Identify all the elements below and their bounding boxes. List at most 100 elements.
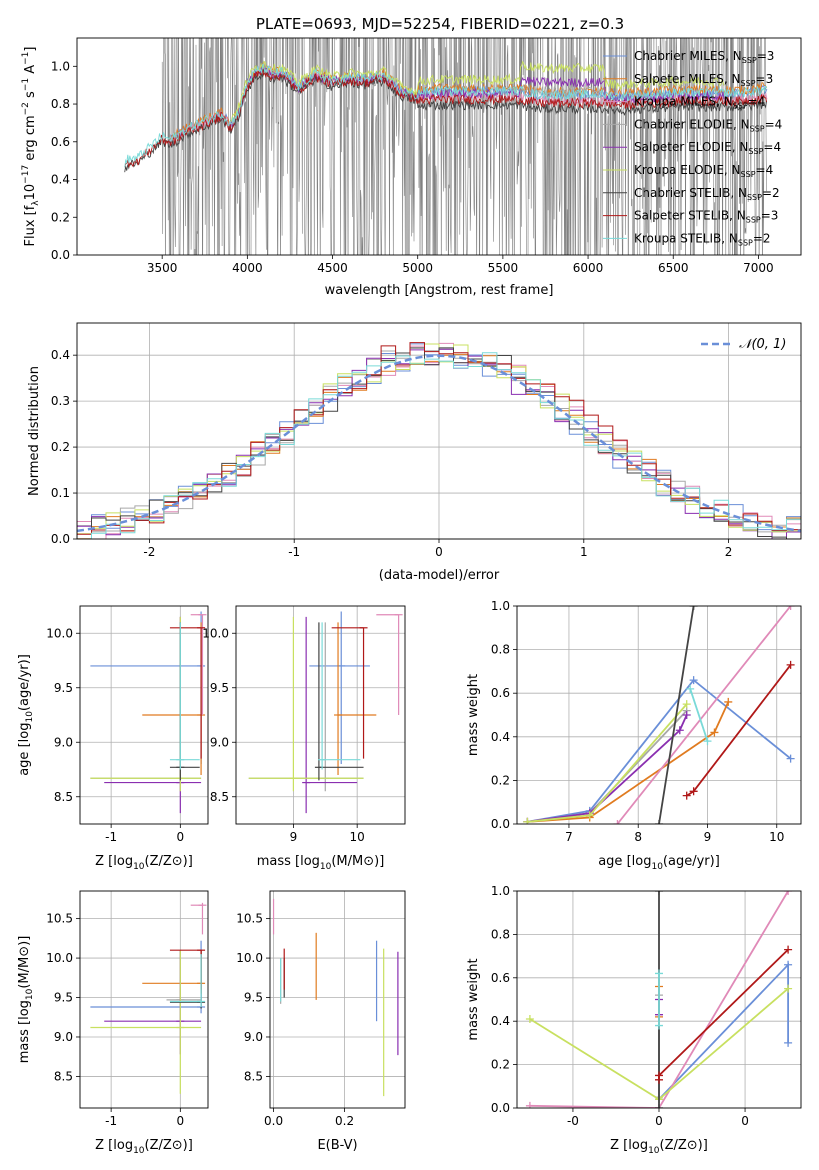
x-tick-label: 0.0 <box>264 1114 283 1128</box>
weight-line-chabrier_stelib <box>658 606 695 824</box>
figure-title: PLATE=0693, MJD=52254, FIBERID=0221, z=0… <box>256 15 624 33</box>
legend-label-salpeter_stelib: Salpeter STELIB, NSSP=3 <box>634 209 778 225</box>
y-axis-label: age [log10(age/yr)] <box>17 654 35 776</box>
y-tick-label: 8.5 <box>54 1069 73 1083</box>
point-kroupa_stelib <box>169 622 200 770</box>
x-tick-label: 10 <box>769 830 784 844</box>
mass_vs_z-plot-area <box>90 902 207 1094</box>
x-tick-label: -1 <box>288 545 300 559</box>
point-kroupa_elodie <box>90 950 202 1094</box>
y-tick-label: 8.5 <box>54 790 73 804</box>
weight-marker-kroupa_miles <box>784 891 793 895</box>
axes-frame <box>516 890 802 1109</box>
point-chabrier_elodie <box>90 622 202 792</box>
weight-marker-chabrier_miles <box>689 676 698 685</box>
axes-frame <box>516 605 802 825</box>
age_vs_z-plot-area <box>90 611 207 814</box>
weight-line-salpeter_miles <box>527 701 730 823</box>
weight-marker-kroupa_elodie <box>682 700 691 709</box>
y-tick-label: 0.8 <box>491 643 510 657</box>
legend-label-chabrier_elodie: Chabrier ELODIE, NSSP=4 <box>634 117 782 133</box>
y-tick-label: 9.5 <box>54 991 73 1005</box>
histogram-kroupa_stelib <box>77 352 801 539</box>
y-tick-label: 1.0 <box>491 599 510 613</box>
y-tick-label: 0.6 <box>491 686 510 700</box>
y-tick-label: 10.5 <box>236 912 263 926</box>
legend-label-kroupa_stelib: Kroupa STELIB, NSSP=2 <box>634 231 771 247</box>
normal-distribution-curve <box>77 354 801 533</box>
x-tick-label: 10 <box>350 830 365 844</box>
y-tick-label: 9.0 <box>210 735 229 749</box>
y-tick-label: 0.8 <box>51 97 70 111</box>
weight-marker-kroupa_elodie <box>523 817 532 824</box>
point-salpeter_miles <box>142 622 206 775</box>
x-axis-label: Z [log10(Z/Z⊙)] <box>95 1138 193 1156</box>
model-spectrum-salpeter_stelib <box>124 69 768 169</box>
y-tick-label: 8.5 <box>210 790 229 804</box>
weight-marker-chabrier_miles <box>784 960 793 969</box>
mass_vs_z-axes: -1 0 8.5 9.0 9.5 10.0 10.5 <box>46 891 208 1128</box>
x-tick-label: 6000 <box>573 261 604 275</box>
weight-marker-salpeter_stelib <box>682 791 691 800</box>
point-salpeter_miles <box>334 622 377 775</box>
weight-marker-kroupa_elodie <box>585 811 594 820</box>
x-tick-label: -1 <box>105 1114 117 1128</box>
weight-line-chabrier_miles <box>658 962 789 1100</box>
y-axis-label: mass weight <box>466 958 481 1040</box>
y-tick-label: 9.5 <box>54 681 73 695</box>
x-tick-label: 9 <box>290 830 298 844</box>
y-tick-label: 0.0 <box>491 817 510 831</box>
x-tick-label: -2 <box>143 545 155 559</box>
legend-label-salpeter_elodie: Salpeter ELODIE, NSSP=4 <box>634 140 781 156</box>
y-axis-label: mass weight <box>466 674 481 756</box>
y-tick-label: 9.5 <box>210 681 229 695</box>
weight-line-salpeter_stelib <box>658 948 789 1080</box>
axes-frame <box>79 890 209 1109</box>
massweight_vs_z-plot-area <box>525 891 793 1108</box>
weight-line-kroupa_miles <box>529 891 789 1108</box>
x-tick-label: 7000 <box>743 261 774 275</box>
x-tick-label: 0 <box>741 1114 749 1128</box>
y-tick-label: 10.0 <box>236 951 263 965</box>
y-tick-label: 0.4 <box>51 173 70 187</box>
point-salpeter_elodie <box>302 616 358 814</box>
residuals-plot-area <box>77 342 801 539</box>
weight-marker-kroupa_elodie <box>525 1015 534 1024</box>
x-tick-label: 5500 <box>488 261 519 275</box>
y-tick-label: 1.0 <box>51 59 70 73</box>
age_vs_mass-axes: 9 10 8.5 9.0 9.5 10.0 <box>202 606 405 844</box>
residuals-axes: -2 -1 0 1 2 0.0 0.1 0.2 0.3 0.4 <box>51 323 801 559</box>
y-tick-label: 0.2 <box>51 210 70 224</box>
weight-marker-kroupa_stelib <box>686 684 695 693</box>
x-tick-label: 1 <box>580 545 588 559</box>
y-tick-label: 10.0 <box>46 951 73 965</box>
y-axis-label: Flux [fλ10−17 erg cm−2 s−1 A−1] <box>21 47 41 247</box>
x-tick-label: 2 <box>725 545 733 559</box>
axes-frame <box>79 605 209 825</box>
point-salpeter_stelib <box>331 627 368 759</box>
x-tick-label: 0 <box>177 830 185 844</box>
weight-marker-salpeter_elodie <box>675 726 684 735</box>
weight-marker-chabrier_miles <box>786 754 795 763</box>
y-tick-label: 0.6 <box>491 971 510 985</box>
y-tick-label: 0.4 <box>491 730 510 744</box>
weight-marker-salpeter_stelib <box>655 1071 663 1080</box>
spectrum-axes: 3500 4000 4500 5000 5500 6000 6500 7000 0.0 0.2 0.… <box>51 59 774 275</box>
weight-marker-kroupa_stelib <box>703 737 712 746</box>
x-axis-label: (data-model)/error <box>379 568 500 583</box>
weight-marker-kroupa_stelib <box>655 1021 663 1030</box>
legend-label-kroupa_elodie: Kroupa ELODIE, NSSP=4 <box>634 163 773 179</box>
age_vs_mass-plot-area <box>248 611 403 814</box>
axes-frame <box>76 322 802 540</box>
weight-line-salpeter_stelib <box>686 664 792 797</box>
legend-label-kroupa_miles: Kroupa MILES, NSSP=4 <box>634 95 765 111</box>
legend-label-normal: 𝒩(0, 1) <box>739 337 786 352</box>
y-tick-label: 9.0 <box>244 1030 263 1044</box>
x-tick-label: 3500 <box>147 261 178 275</box>
weight-marker-chabrier_stelib <box>655 891 663 895</box>
weight-marker-chabrier_miles <box>784 1038 793 1047</box>
point-chabrier_stelib <box>169 622 200 781</box>
x-tick-label: -1 <box>105 830 117 844</box>
legend-label-chabrier_stelib: Chabrier STELIB, NSSP=2 <box>634 186 780 202</box>
weight-marker-kroupa_miles <box>613 820 622 824</box>
